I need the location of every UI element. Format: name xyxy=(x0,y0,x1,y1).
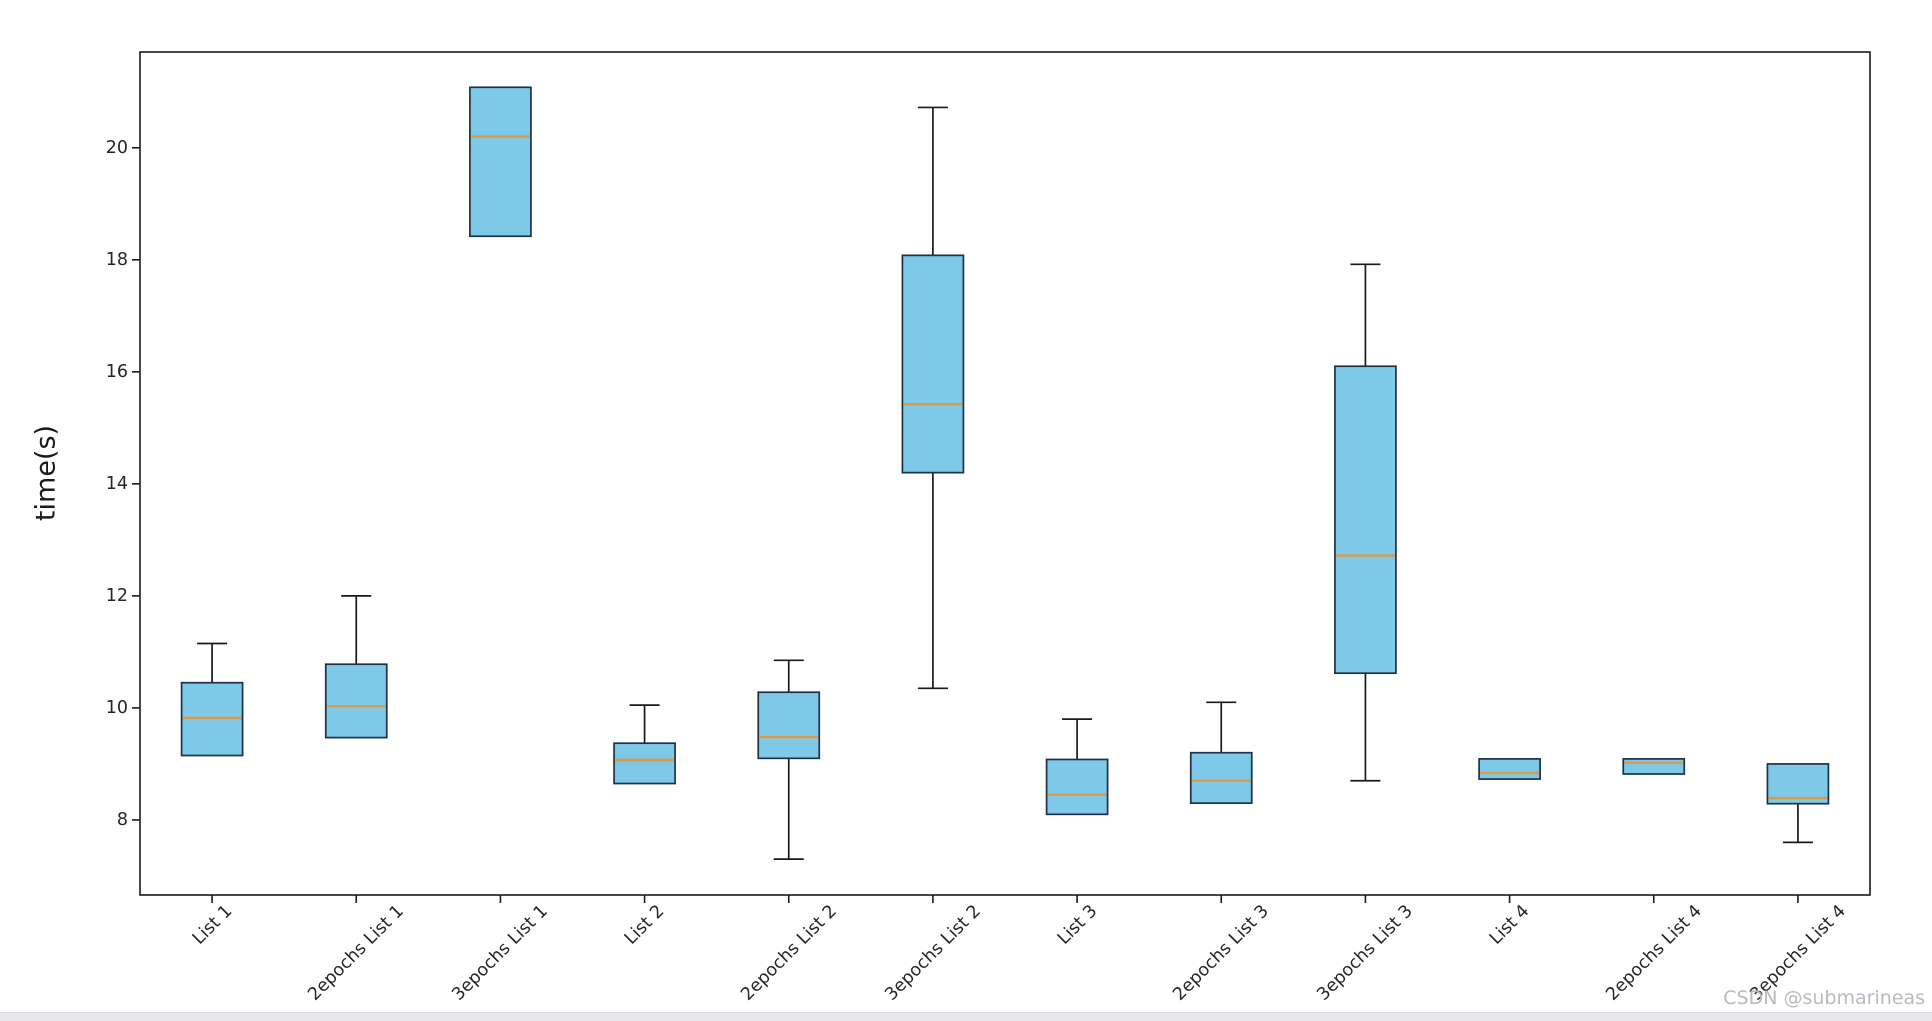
box xyxy=(1189,751,1253,804)
box xyxy=(1334,365,1397,675)
box xyxy=(469,86,532,238)
y-tick-label: 8 xyxy=(116,809,128,830)
y-tick-label: 14 xyxy=(105,473,128,494)
y-tick-label: 10 xyxy=(105,697,128,718)
box xyxy=(1045,758,1109,816)
y-tick-label: 12 xyxy=(105,585,128,606)
y-tick-label: 20 xyxy=(105,137,128,158)
y-tick-label: 18 xyxy=(105,249,128,270)
y-tick-label: 16 xyxy=(105,361,128,382)
axes-frame xyxy=(139,51,1871,896)
taskbar-strip xyxy=(0,1012,1932,1021)
box xyxy=(324,663,388,739)
box xyxy=(901,254,965,474)
y-axis-title: time(s) xyxy=(30,424,62,522)
watermark: CSDN @submarineas xyxy=(1723,987,1925,1009)
box xyxy=(1478,758,1541,780)
box xyxy=(757,691,821,760)
box xyxy=(1622,758,1686,775)
box xyxy=(613,742,676,785)
